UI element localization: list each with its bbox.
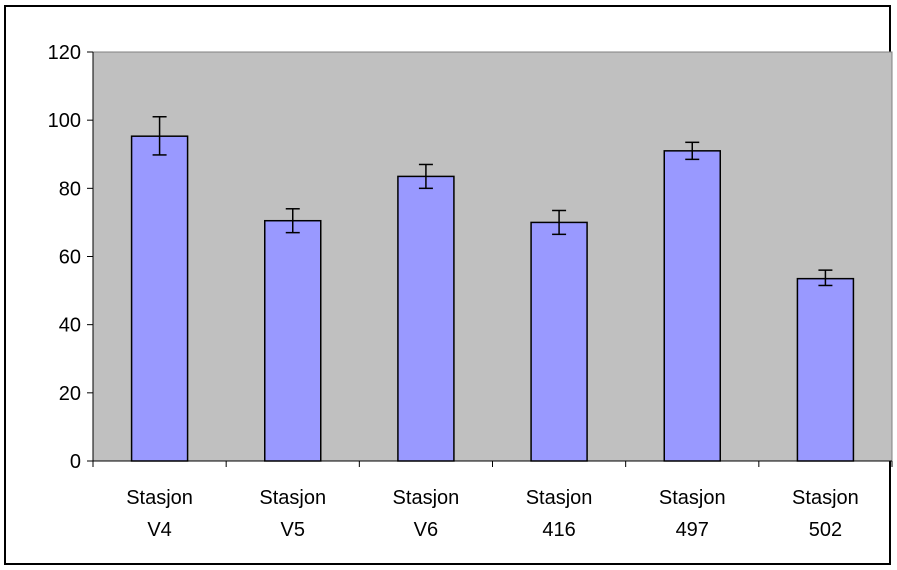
x-tick-label: 497 [676,519,709,541]
y-tick-label: 100 [48,110,81,132]
x-tick-label: 502 [809,519,842,541]
y-tick-label: 40 [59,315,81,337]
bar[interactable] [264,219,322,462]
bar[interactable] [663,150,721,462]
bar[interactable] [796,277,855,462]
x-tick-label: 416 [542,519,575,541]
plot-area [92,51,893,462]
x-tick-label: V5 [281,519,305,541]
x-tick-label: Stasjon [126,487,193,509]
bar[interactable] [397,175,455,462]
x-tick-label: Stasjon [659,487,726,509]
x-tick-label: Stasjon [393,487,460,509]
y-tick-label: 0 [70,451,81,473]
x-tick-label: Stasjon [792,487,859,509]
bar[interactable] [530,221,588,462]
y-tick-label: 20 [59,383,81,405]
x-tick-label: Stasjon [526,487,593,509]
y-tick-label: 60 [59,247,81,269]
x-tick-label: Stasjon [259,487,326,509]
y-tick-label: 80 [59,178,81,200]
x-tick-label: V6 [414,519,438,541]
y-tick-label: 120 [48,42,81,64]
bar[interactable] [130,135,189,462]
x-tick-label: V4 [147,519,171,541]
